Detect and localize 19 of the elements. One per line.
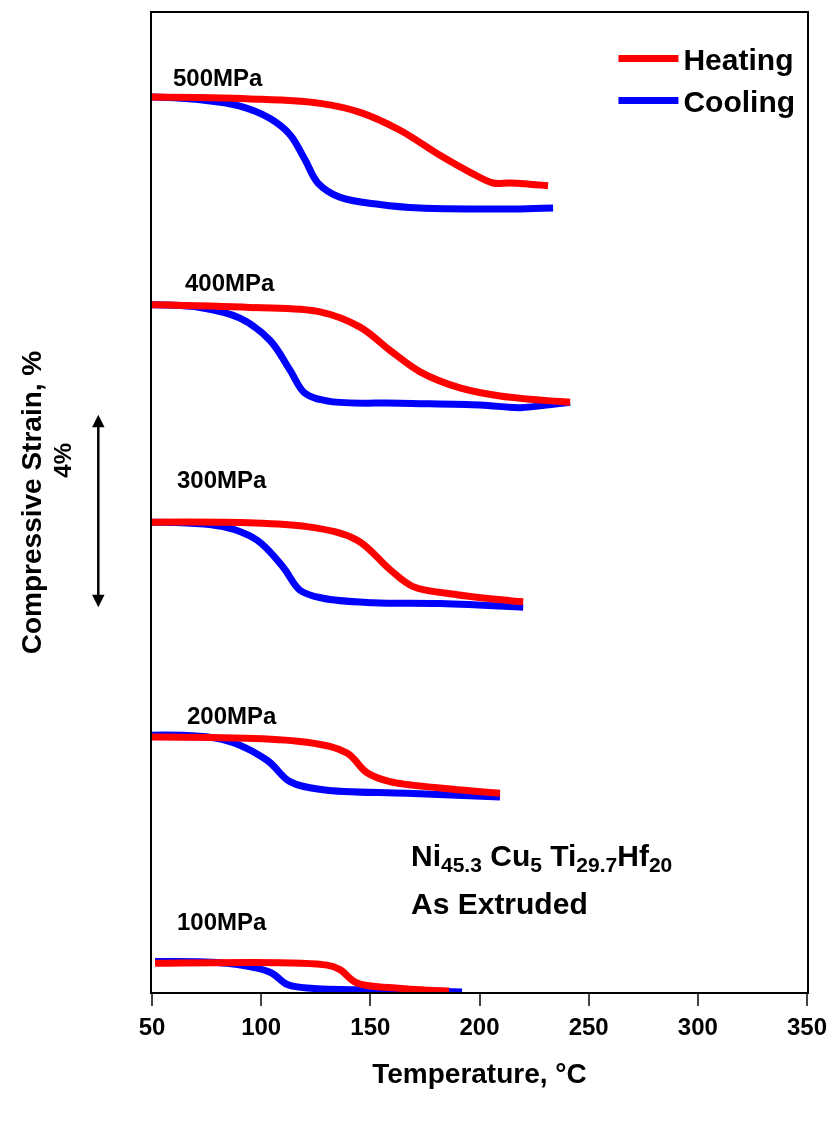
text: 4% [48, 442, 76, 478]
x-tick-label: 50 [138, 1012, 166, 1040]
x-tick-label: 150 [350, 1012, 391, 1040]
annotation: As Extruded [411, 887, 588, 920]
y-axis-title: Compressive Strain, % [16, 350, 48, 655]
annotation: 300MPa [177, 466, 268, 493]
x-tick-label: 250 [568, 1012, 609, 1040]
x-tick-label: 200 [459, 1012, 500, 1040]
annotation: Ni$_{45.3}$ Cu$_{5}$ Ti$_{29.7}$Hf$_{20}$ [411, 839, 673, 877]
x-tick-label: 350 [786, 1012, 828, 1040]
x-tick-label: 300 [677, 1012, 718, 1040]
annotation: 200MPa [187, 702, 278, 729]
x-tick-label: 100 [241, 1012, 282, 1040]
text: 500MPa [173, 64, 264, 91]
x-axis-title: Temperature, °C [372, 1058, 587, 1090]
legend-label: Cooling [683, 85, 796, 119]
annotation: 100MPa [177, 908, 268, 935]
annotation: 400MPa [185, 269, 276, 296]
legend-label: Heating [683, 43, 794, 77]
